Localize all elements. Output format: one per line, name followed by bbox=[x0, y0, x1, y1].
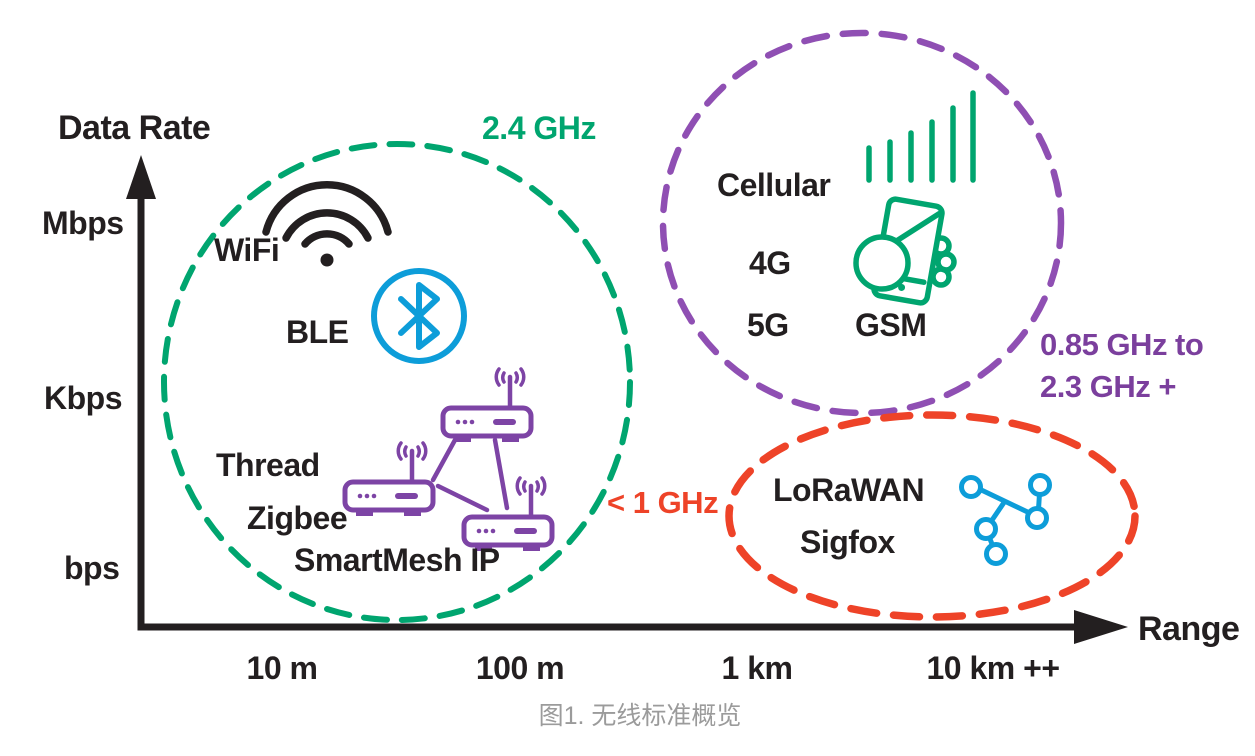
smartmesh-label: SmartMesh IP bbox=[294, 542, 500, 578]
y-tick-mbps: Mbps bbox=[42, 205, 124, 241]
ghz24-freq-label: 2.4 GHz bbox=[482, 110, 596, 146]
lora-network-icon bbox=[959, 473, 1052, 566]
x-axis bbox=[137, 610, 1128, 644]
cellular-freq-line1: 0.85 GHz to bbox=[1040, 327, 1204, 362]
cellular-freq-line2: 2.3 GHz + bbox=[1040, 369, 1176, 404]
sub1ghz-freq-label: < 1 GHz bbox=[607, 485, 719, 520]
x-tick-1km: 1 km bbox=[721, 650, 793, 686]
zigbee-label: Zigbee bbox=[247, 500, 348, 536]
mesh-links bbox=[430, 437, 510, 513]
bluetooth-icon bbox=[371, 268, 467, 364]
thread-label: Thread bbox=[216, 447, 320, 483]
lorawan-label: LoRaWAN bbox=[773, 472, 925, 508]
y-axis bbox=[126, 155, 156, 630]
cellular-label: Cellular bbox=[717, 167, 831, 203]
mesh-router-icon bbox=[345, 443, 433, 514]
y-tick-kbps: Kbps bbox=[44, 380, 123, 416]
mesh-router-icon bbox=[443, 369, 531, 440]
x-axis-title: Range bbox=[1138, 610, 1240, 648]
sigfox-label: Sigfox bbox=[800, 524, 895, 560]
phone-in-hand-icon bbox=[853, 196, 957, 306]
x-tick-100m: 100 m bbox=[475, 650, 565, 686]
5g-label: 5G bbox=[747, 307, 789, 343]
ble-label: BLE bbox=[286, 314, 349, 350]
x-tick-10km: 10 km ++ bbox=[926, 650, 1061, 686]
signal-bars-icon bbox=[866, 90, 976, 183]
cellular-region-outline bbox=[659, 29, 1065, 417]
lpwan-region-outline bbox=[725, 411, 1139, 621]
4g-label: 4G bbox=[749, 245, 791, 281]
wifi-label: WiFi bbox=[214, 232, 280, 268]
figure-caption: 图1. 无线标准概览 bbox=[538, 702, 742, 730]
y-axis-title: Data Rate bbox=[58, 109, 211, 147]
y-tick-bps: bps bbox=[64, 550, 120, 586]
gsm-label: GSM bbox=[855, 307, 927, 343]
wifi-icon bbox=[262, 181, 392, 267]
ghz24-region-outline bbox=[161, 141, 633, 623]
x-tick-10m: 10 m bbox=[246, 650, 318, 686]
mesh-router-icon bbox=[464, 478, 552, 549]
